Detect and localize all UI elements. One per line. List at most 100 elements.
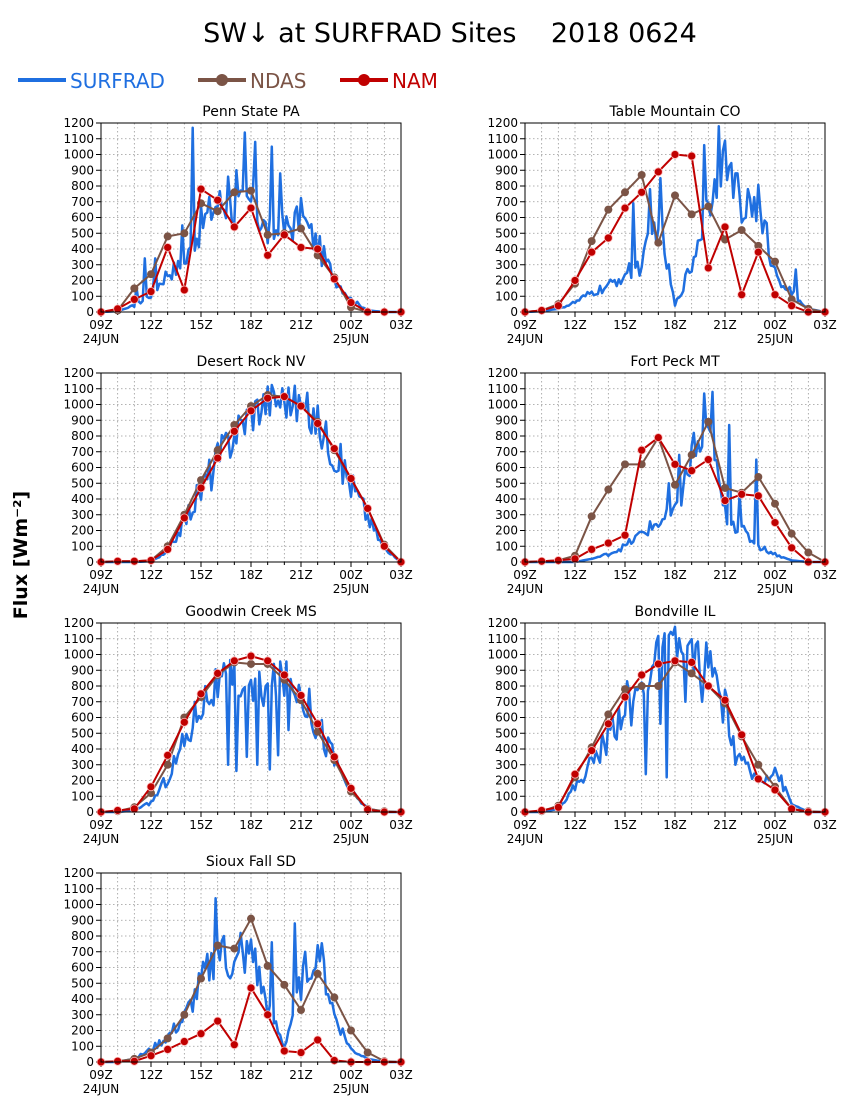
series-ndas-point: [180, 229, 189, 238]
panel-7: Sioux Fall SD010020030040050060070080090…: [63, 854, 412, 1096]
panel-frame: [100, 122, 402, 313]
series-nam-point: [537, 306, 547, 315]
series-nam-point: [620, 530, 630, 540]
series-nam-point: [553, 802, 563, 812]
series-nam-point: [196, 483, 206, 493]
date-label: 25JUN: [333, 332, 370, 346]
series-ndas-point: [637, 170, 646, 179]
series-ndas-point: [163, 232, 172, 241]
x-tick-label: 21Z: [713, 568, 737, 582]
series-nam-point: [313, 418, 323, 428]
series-nam-point: [229, 656, 239, 666]
series-ndas-point: [704, 417, 713, 426]
y-tick-label: 1000: [487, 398, 518, 412]
y-tick-label: 200: [71, 1024, 94, 1038]
y-tick-label: 900: [495, 663, 518, 677]
series-nam-point: [313, 244, 323, 254]
y-tick-label: 400: [71, 742, 94, 756]
x-tick-label: 03Z: [813, 818, 837, 832]
series-nam-point: [329, 1056, 339, 1065]
series-nam-point: [196, 184, 206, 194]
series-ndas-point: [754, 760, 763, 769]
x-tick-label: 09Z: [513, 818, 537, 832]
series-ndas-point: [771, 499, 779, 508]
series-nam-point: [553, 301, 563, 311]
series-nam-point: [587, 545, 597, 554]
y-tick-label: 700: [71, 195, 94, 209]
series-nam-point: [603, 538, 613, 548]
series-ndas-line: [524, 661, 826, 813]
series-ndas-point: [787, 529, 796, 538]
series-nam-point: [620, 692, 630, 702]
series-nam-point: [229, 222, 239, 232]
x-tick-label: 00Z: [763, 318, 787, 332]
y-tick-label: 1100: [487, 632, 518, 646]
y-tick-label: 900: [71, 413, 94, 427]
series-ndas-point: [771, 257, 779, 266]
y-tick-label: 400: [71, 992, 94, 1006]
y-tick-label: 1000: [487, 148, 518, 162]
x-tick-label: 12Z: [139, 818, 163, 832]
series-nam-point: [146, 287, 156, 296]
y-tick-label: 500: [71, 476, 94, 490]
x-tick-label: 00Z: [763, 818, 787, 832]
y-tick-label: 900: [495, 413, 518, 427]
series-ndas-point: [654, 238, 663, 247]
series-nam-point: [537, 806, 547, 815]
series-ndas-line: [524, 420, 826, 563]
series-nam-point: [753, 774, 763, 784]
series-nam-point: [113, 304, 123, 314]
series-nam-point: [587, 247, 597, 257]
y-tick-label: 600: [71, 711, 94, 725]
y-tick-label: 600: [71, 461, 94, 475]
y-tick-label: 500: [71, 726, 94, 740]
y-tick-label: 800: [495, 179, 518, 193]
x-tick-label: 12Z: [563, 818, 587, 832]
y-tick-label: 1100: [63, 882, 94, 896]
series-nam-point: [279, 230, 289, 240]
x-tick-label: 03Z: [813, 568, 837, 582]
legend-surfrad-label: SURFRAD: [70, 69, 165, 93]
y-tick-label: 300: [495, 508, 518, 522]
x-tick-label: 18Z: [239, 818, 263, 832]
date-label: 24JUN: [83, 832, 120, 846]
panel-title: Sioux Fall SD: [206, 854, 296, 870]
y-tick-label: 200: [71, 524, 94, 538]
y-tick-label: 500: [495, 226, 518, 240]
series-nam-point: [329, 274, 339, 284]
series-ndas-point: [804, 548, 813, 557]
y-tick-label: 300: [495, 758, 518, 772]
y-tick-label: 700: [71, 695, 94, 709]
series-nam-point: [146, 1051, 156, 1061]
series-nam-point: [229, 426, 239, 436]
date-label: 25JUN: [333, 582, 370, 596]
y-tick-label: 600: [495, 711, 518, 725]
series-nam-point: [703, 455, 713, 465]
series-ndas-point: [247, 659, 255, 668]
y-tick-label: 200: [495, 774, 518, 788]
series-nam-point: [129, 556, 139, 566]
series-nam-point: [146, 556, 156, 565]
x-tick-label: 15Z: [189, 318, 213, 332]
x-tick-label: 21Z: [289, 318, 313, 332]
y-tick-label: 100: [495, 289, 518, 303]
x-tick-label: 18Z: [663, 568, 687, 582]
y-tick-label: 300: [71, 1008, 94, 1022]
y-tick-label: 500: [71, 976, 94, 990]
series-nam-point: [246, 203, 256, 213]
series-nam-point: [737, 290, 747, 300]
x-tick-label: 21Z: [289, 1068, 313, 1082]
series-nam-point: [787, 301, 797, 311]
date-label: 25JUN: [333, 832, 370, 846]
x-tick-label: 03Z: [389, 1068, 413, 1082]
series-nam-point: [113, 1056, 123, 1066]
series-ndas-point: [197, 974, 205, 983]
x-tick-label: 21Z: [289, 568, 313, 582]
series-nam-point: [653, 433, 663, 442]
x-tick-label: 15Z: [189, 568, 213, 582]
y-tick-label: 1100: [487, 132, 518, 146]
series-ndas-point: [297, 224, 305, 233]
date-label: 25JUN: [757, 832, 794, 846]
y-tick-label: 1200: [487, 116, 518, 130]
panel-frame: [524, 622, 826, 813]
